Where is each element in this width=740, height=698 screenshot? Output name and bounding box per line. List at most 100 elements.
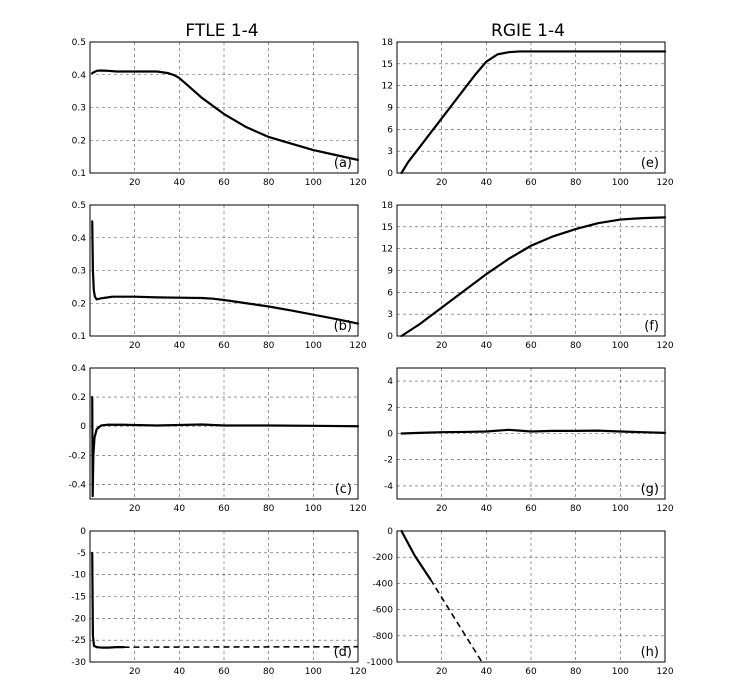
y-tick-label: 0.4 <box>72 234 87 244</box>
x-tick-label: 20 <box>129 667 141 677</box>
x-tick-label: 120 <box>349 341 366 351</box>
panel-3: 20 40 60 80 100 120 0 3 6 9 12 15 18 (f) <box>382 201 674 351</box>
panel-label: (f) <box>644 319 659 334</box>
x-tick-label: 60 <box>218 178 230 188</box>
y-tick-label: 15 <box>382 223 393 233</box>
y-tick-label: -200 <box>373 553 394 563</box>
x-tick-label: 20 <box>436 178 448 188</box>
y-tick-label: -0.4 <box>68 480 86 490</box>
panel-label: (d) <box>334 645 352 660</box>
y-tick-label: -0.2 <box>68 451 86 461</box>
panel-frame <box>396 530 666 663</box>
x-tick-label: 100 <box>612 667 629 677</box>
x-tick-label: 60 <box>525 178 537 188</box>
y-tick-label: 0.4 <box>72 71 87 81</box>
x-tick-label: 60 <box>525 667 537 677</box>
x-tick-label: 20 <box>129 341 141 351</box>
x-tick-label: 20 <box>129 504 141 514</box>
x-tick-label: 100 <box>612 178 629 188</box>
x-tick-label: 60 <box>525 504 537 514</box>
y-tick-label: 0.1 <box>72 332 86 342</box>
y-tick-label: 0 <box>80 527 86 537</box>
y-tick-label: 18 <box>382 38 394 48</box>
y-tick-label: 12 <box>382 82 393 92</box>
panel-1: 20 40 60 80 100 120 0 3 6 9 12 15 18 (e) <box>382 38 674 188</box>
panel-label: (b) <box>334 319 352 334</box>
y-tick-label: -5 <box>77 549 86 559</box>
y-tick-label: 9 <box>387 267 393 277</box>
x-tick-label: 40 <box>481 178 493 188</box>
x-tick-label: 100 <box>305 667 322 677</box>
y-tick-label: -400 <box>373 579 394 589</box>
y-tick-label: -1000 <box>367 658 393 668</box>
panel-frame <box>89 367 359 500</box>
y-tick-label: -10 <box>71 571 86 581</box>
x-tick-label: 40 <box>174 178 186 188</box>
y-tick-label: -30 <box>71 658 86 668</box>
x-tick-label: 60 <box>525 341 537 351</box>
y-tick-label: 6 <box>387 125 393 135</box>
y-tick-label: 0.3 <box>72 104 86 114</box>
x-tick-label: 20 <box>436 667 448 677</box>
y-tick-label: 3 <box>387 147 393 157</box>
y-tick-label: -25 <box>71 636 86 646</box>
x-tick-label: 60 <box>218 504 230 514</box>
x-tick-label: 60 <box>218 341 230 351</box>
column-title-left: FTLE 1-4 <box>185 21 258 41</box>
x-tick-label: 80 <box>263 667 275 677</box>
x-tick-label: 40 <box>174 667 186 677</box>
y-tick-label: -600 <box>373 606 394 616</box>
x-tick-label: 60 <box>218 667 230 677</box>
panel-frame <box>89 530 359 663</box>
x-tick-label: 20 <box>436 341 448 351</box>
y-tick-label: 0.1 <box>72 169 86 179</box>
series-line-0 <box>91 396 360 498</box>
panel-label: (c) <box>335 482 352 497</box>
x-tick-label: 40 <box>481 341 493 351</box>
x-tick-label: 80 <box>263 178 275 188</box>
x-tick-label: 40 <box>174 341 186 351</box>
x-tick-label: 120 <box>349 178 366 188</box>
y-tick-label: -20 <box>71 614 86 624</box>
panel-label: (g) <box>641 482 659 497</box>
x-tick-label: 80 <box>570 504 582 514</box>
panel-5: 20 40 60 80 100 120 -4 -2 0 2 4 (g) <box>384 367 674 514</box>
y-tick-label: 0 <box>387 169 393 179</box>
x-tick-label: 120 <box>656 504 673 514</box>
series-line-0 <box>91 69 360 161</box>
y-tick-label: 0.2 <box>72 393 86 403</box>
x-tick-label: 40 <box>174 504 186 514</box>
series-line-0 <box>91 551 125 649</box>
series-line-0 <box>91 220 360 325</box>
y-tick-label: 0.5 <box>72 201 86 211</box>
y-tick-label: 18 <box>382 201 394 211</box>
series-line-0 <box>400 50 667 175</box>
x-tick-label: 100 <box>612 504 629 514</box>
panel-frame <box>89 204 359 337</box>
y-tick-label: -15 <box>71 593 86 603</box>
y-tick-label: 0.4 <box>72 364 87 374</box>
x-tick-label: 80 <box>570 178 582 188</box>
panel-label: (a) <box>334 156 352 171</box>
panel-0: 20 40 60 80 100 120 0.1 0.2 0.3 0.4 0.5 (a) <box>72 38 367 188</box>
x-tick-label: 100 <box>305 178 322 188</box>
y-tick-label: 0.2 <box>72 136 86 146</box>
y-tick-label: -4 <box>384 482 393 492</box>
series-line-0 <box>400 216 667 338</box>
x-tick-label: 100 <box>305 341 322 351</box>
y-tick-label: 12 <box>382 245 393 255</box>
y-tick-label: 0.3 <box>72 267 86 277</box>
x-tick-label: 100 <box>612 341 629 351</box>
panel-4: 20 40 60 80 100 120 -0.4 -0.2 0 0.2 0.4 (c) <box>68 364 366 514</box>
y-tick-label: 2 <box>387 403 393 413</box>
y-tick-label: 0 <box>80 422 86 432</box>
panel-7: 20 40 60 80 100 120 -1000 -800 -600 -400 -200 0 (h) <box>367 527 674 677</box>
y-tick-label: 0 <box>387 430 393 440</box>
panel-frame <box>89 41 359 174</box>
x-tick-label: 120 <box>349 667 366 677</box>
y-tick-label: 9 <box>387 104 393 114</box>
panel-frame <box>396 41 666 174</box>
y-tick-label: 0.2 <box>72 299 86 309</box>
